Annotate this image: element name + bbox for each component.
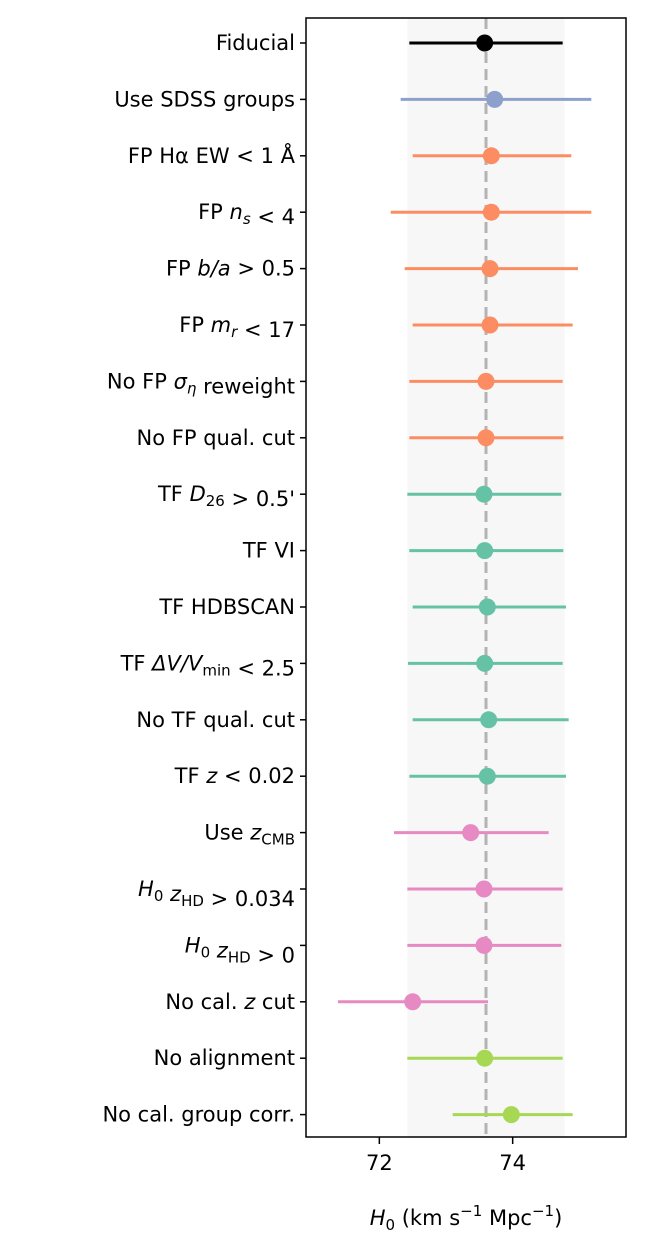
data-point (481, 316, 499, 334)
data-rows: Fiducial Use SDSS groups FP Hα EW < 1 Å FP … (102, 31, 592, 1127)
shaded-band (407, 18, 565, 1137)
y-tick-label: FP b/a > 0.5 (166, 257, 295, 281)
row-7: No FP qual. cut (137, 426, 564, 450)
y-tick-label: No alignment (154, 1046, 295, 1070)
data-point (462, 824, 480, 842)
y-tick-label: No TF qual. cut (136, 708, 295, 732)
data-point (476, 34, 494, 52)
data-point (478, 598, 496, 616)
data-point (486, 90, 504, 108)
y-tick-label: TF VI (242, 539, 295, 563)
row-6: No FP ση reweight (107, 369, 563, 398)
data-point (476, 1049, 494, 1067)
row-8: TF D26 > 0.5' (157, 482, 562, 511)
y-tick-label: FP mr < 17 (179, 313, 295, 342)
y-tick-label: Use zCMB (204, 821, 295, 849)
y-tick-label: FP ns < 4 (198, 200, 295, 229)
data-point (475, 880, 493, 898)
data-point (476, 654, 494, 672)
data-point (477, 372, 495, 390)
x-axis-label: H0 (km s−1 Mpc−1) (370, 1202, 563, 1234)
y-tick-label: No cal. z cut (165, 990, 295, 1014)
y-tick-label: Fiducial (216, 31, 295, 55)
row-3: FP ns < 4 (198, 200, 592, 229)
y-tick-label: TF D26 > 0.5' (157, 482, 295, 511)
x-tick-label: 74 (499, 1151, 526, 1175)
row-14: Use zCMB (204, 821, 549, 849)
row-13: TF z < 0.02 (174, 764, 566, 788)
row-15: H0 zHD > 0.034 (138, 877, 563, 911)
y-tick-label: No cal. group corr. (102, 1103, 295, 1127)
y-tick-label: TF ΔV/Vmin < 2.5 (120, 651, 295, 680)
x-tick-label: 72 (366, 1151, 393, 1175)
row-12: No TF qual. cut (136, 708, 569, 732)
y-tick-label: No FP ση reweight (107, 369, 295, 398)
y-tick-label: TF z < 0.02 (174, 764, 295, 788)
row-0: Fiducial (216, 31, 563, 55)
data-point (476, 542, 494, 560)
row-5: FP mr < 17 (179, 313, 573, 342)
row-18: No alignment (154, 1046, 563, 1070)
row-2: FP Hα EW < 1 Å (128, 142, 572, 168)
y-tick-label: H0 zHD > 0 (185, 933, 295, 967)
data-point (482, 203, 500, 221)
row-1: Use SDSS groups (114, 87, 592, 111)
data-point (502, 1106, 520, 1124)
data-point (478, 767, 496, 785)
data-point (482, 147, 500, 165)
y-tick-label: Use SDSS groups (114, 87, 295, 111)
data-point (404, 993, 422, 1011)
row-11: TF ΔV/Vmin < 2.5 (120, 651, 563, 680)
row-19: No cal. group corr. (102, 1103, 573, 1127)
row-4: FP b/a > 0.5 (166, 257, 578, 281)
y-tick-label: H0 zHD > 0.034 (138, 877, 295, 911)
y-tick-label: TF HDBSCAN (158, 595, 295, 619)
x-axis-ticks: 72 74 (366, 1137, 526, 1175)
plot-frame (305, 17, 627, 1138)
row-9: TF VI (242, 539, 564, 563)
y-tick-label: No FP qual. cut (137, 426, 295, 450)
row-17: No cal. z cut (165, 990, 488, 1014)
data-point (481, 260, 499, 278)
data-point (475, 485, 493, 503)
data-point (477, 429, 495, 447)
row-10: TF HDBSCAN (158, 595, 566, 619)
row-16: H0 zHD > 0 (185, 933, 562, 967)
y-tick-label: FP Hα EW < 1 Å (128, 142, 296, 168)
data-point (480, 711, 498, 729)
data-point (475, 936, 493, 954)
